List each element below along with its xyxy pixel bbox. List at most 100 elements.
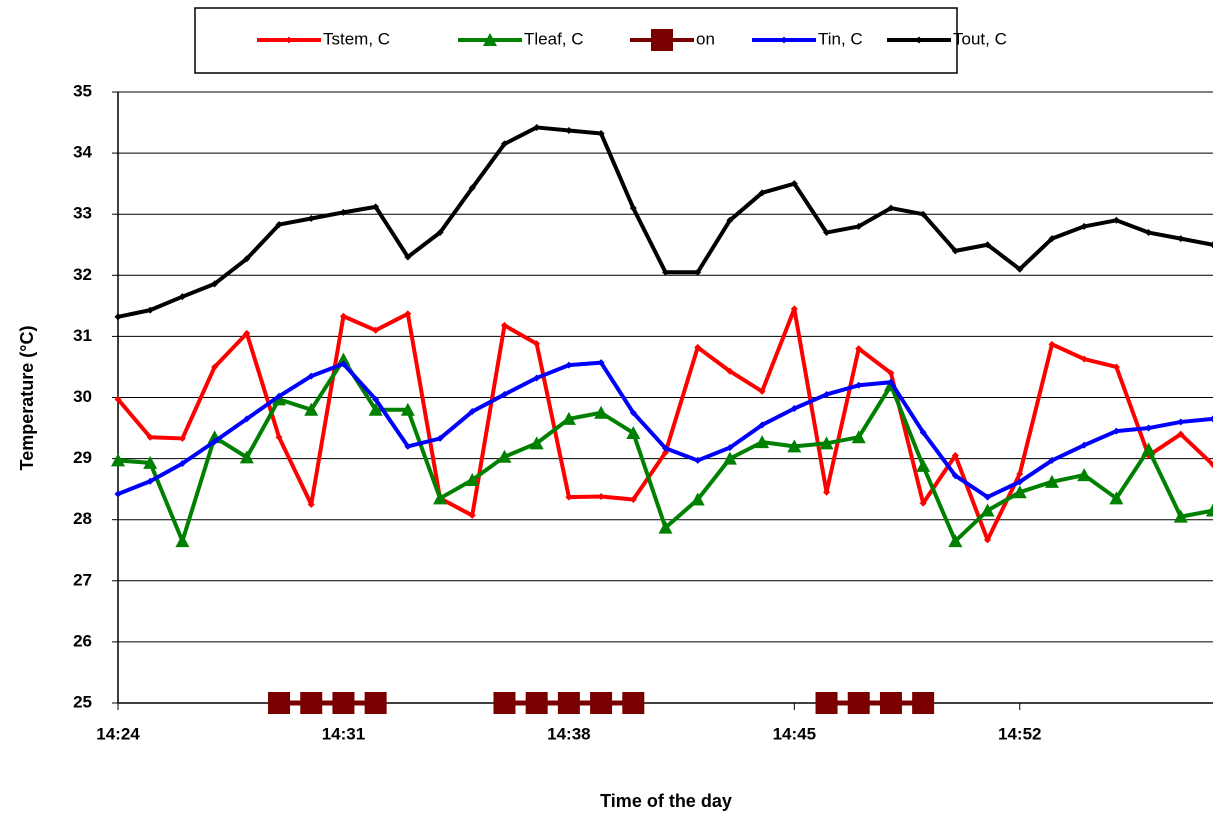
data-point bbox=[146, 306, 154, 314]
data-point bbox=[790, 404, 798, 412]
data-point bbox=[211, 437, 219, 445]
data-point bbox=[819, 436, 834, 450]
data-point bbox=[143, 455, 158, 469]
data-point bbox=[790, 180, 798, 188]
data-point bbox=[726, 367, 734, 375]
data-point bbox=[114, 395, 122, 403]
data-point bbox=[533, 123, 541, 131]
data-point bbox=[1080, 441, 1088, 449]
y-tick-label: 32 bbox=[73, 265, 92, 284]
data-point bbox=[690, 492, 705, 506]
x-tick-label: 14:24 bbox=[96, 724, 140, 743]
data-point bbox=[211, 280, 219, 288]
data-point bbox=[694, 268, 702, 276]
data-point bbox=[984, 493, 992, 501]
data-point bbox=[790, 305, 798, 313]
data-point bbox=[275, 392, 283, 400]
data-point bbox=[1109, 491, 1124, 505]
data-point bbox=[146, 477, 154, 485]
data-point bbox=[307, 214, 315, 222]
x-tick-label: 14:38 bbox=[547, 724, 590, 743]
data-point bbox=[758, 189, 766, 197]
legend-marker bbox=[651, 29, 673, 51]
data-point bbox=[726, 216, 734, 224]
data-point bbox=[400, 402, 415, 416]
data-point bbox=[332, 692, 355, 714]
data-point bbox=[339, 208, 347, 216]
data-point bbox=[694, 343, 702, 351]
data-point bbox=[1177, 418, 1185, 426]
data-point bbox=[951, 472, 959, 480]
data-point bbox=[622, 692, 645, 714]
data-point bbox=[597, 130, 605, 138]
data-point bbox=[533, 340, 541, 348]
data-point bbox=[468, 511, 476, 519]
data-point bbox=[855, 222, 863, 230]
data-point bbox=[1112, 427, 1120, 435]
legend-marker bbox=[780, 36, 788, 44]
data-point bbox=[887, 369, 895, 377]
data-point bbox=[368, 402, 383, 416]
data-point bbox=[662, 268, 669, 276]
data-point bbox=[239, 450, 254, 464]
data-point bbox=[364, 692, 387, 714]
data-point bbox=[847, 692, 870, 714]
legend-marker bbox=[483, 33, 497, 46]
data-point bbox=[243, 255, 251, 263]
data-point bbox=[1080, 222, 1088, 230]
y-tick-label: 35 bbox=[73, 81, 92, 100]
data-point bbox=[243, 415, 251, 423]
data-point bbox=[307, 372, 315, 380]
data-point bbox=[465, 472, 480, 486]
data-point bbox=[1145, 424, 1153, 432]
data-point bbox=[887, 378, 895, 386]
data-point bbox=[887, 204, 895, 212]
y-tick-label: 34 bbox=[73, 143, 92, 162]
data-point bbox=[1112, 363, 1120, 371]
data-point bbox=[823, 390, 831, 398]
data-point bbox=[951, 247, 959, 255]
data-point bbox=[1077, 468, 1092, 482]
y-tick-label: 27 bbox=[73, 570, 92, 589]
data-point bbox=[984, 536, 992, 544]
data-point bbox=[493, 692, 516, 714]
legend-label: Tleaf, C bbox=[524, 29, 584, 48]
data-point bbox=[919, 210, 927, 218]
y-tick-label: 28 bbox=[73, 509, 92, 528]
data-point bbox=[855, 381, 863, 389]
data-point bbox=[1141, 442, 1156, 456]
data-point bbox=[304, 402, 319, 416]
data-point bbox=[529, 436, 544, 450]
data-point bbox=[597, 492, 605, 500]
x-axis-title: Time of the day bbox=[600, 791, 732, 811]
data-point bbox=[823, 488, 831, 496]
data-point bbox=[1145, 229, 1153, 237]
data-point bbox=[433, 491, 448, 505]
legend-label: Tin, C bbox=[818, 29, 863, 48]
y-tick-label: 33 bbox=[73, 204, 92, 223]
data-point bbox=[980, 503, 995, 517]
data-point bbox=[919, 499, 927, 507]
data-point bbox=[565, 361, 573, 369]
data-point bbox=[275, 221, 283, 229]
y-tick-label: 25 bbox=[73, 692, 92, 711]
data-point bbox=[1048, 235, 1056, 243]
legend-label: Tout, C bbox=[953, 29, 1007, 48]
data-point bbox=[1177, 430, 1185, 438]
data-point bbox=[404, 310, 412, 318]
data-point bbox=[594, 405, 609, 419]
data-point bbox=[114, 313, 122, 321]
x-tick-label: 14:52 bbox=[998, 724, 1041, 743]
data-point bbox=[565, 126, 573, 134]
data-point bbox=[758, 421, 766, 429]
data-point bbox=[726, 444, 734, 452]
data-point bbox=[525, 692, 548, 714]
data-point bbox=[879, 692, 902, 714]
y-axis-title: Temperature (°C) bbox=[17, 326, 37, 471]
data-point bbox=[561, 411, 576, 425]
data-point bbox=[1209, 461, 1213, 469]
data-point bbox=[372, 326, 380, 334]
data-point bbox=[916, 458, 931, 472]
data-point bbox=[694, 456, 702, 464]
data-point bbox=[1016, 265, 1024, 273]
